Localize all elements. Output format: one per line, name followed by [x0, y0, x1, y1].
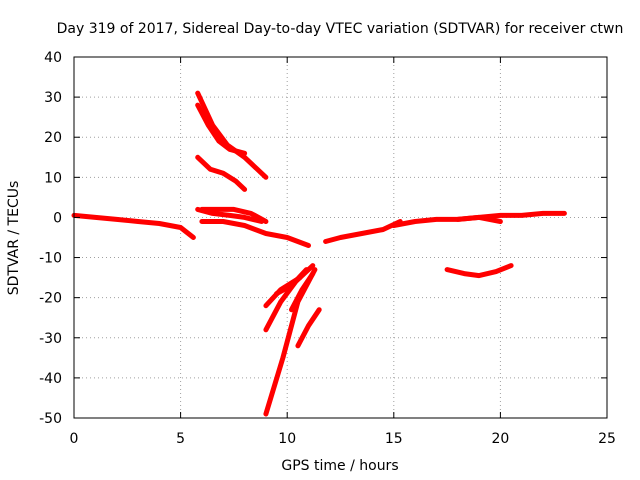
y-tick-label: -20: [39, 291, 62, 307]
x-axis-label: GPS time / hours: [281, 458, 398, 474]
series-arc-17: [455, 210, 567, 222]
y-tick-label: -50: [39, 411, 62, 427]
x-tick-label: 15: [385, 431, 403, 447]
x-tick-label: 0: [70, 431, 79, 447]
series-arc-12: [289, 271, 316, 313]
series-arc-7: [199, 219, 311, 248]
y-tick-label: 40: [44, 50, 62, 66]
plot-frame: [73, 56, 608, 419]
series-arc-11: [274, 267, 309, 297]
y-tick-label: 20: [44, 130, 62, 146]
y-tick-label: -30: [39, 331, 62, 347]
tick-layer: 0 5 10 15 20 25 40 30 20 10 0 -10 -20 -30 -40 -50: [39, 50, 616, 447]
series-arc-3: [195, 102, 248, 156]
y-tick-label: -10: [39, 251, 62, 267]
chart-title: Day 319 of 2017, Sidereal Day-to-day VTE…: [57, 21, 624, 37]
series-arc-14: [323, 219, 403, 244]
series-arc-1: [71, 212, 196, 240]
x-tick-label: 5: [176, 431, 185, 447]
x-tick-label: 25: [598, 431, 616, 447]
series-arc-16: [444, 263, 514, 279]
x-tick-label: 10: [278, 431, 296, 447]
y-tick-label: 10: [44, 170, 62, 186]
y-axis-label: SDTVAR / TECUs: [6, 181, 22, 296]
y-tick-label: 30: [44, 90, 62, 106]
series-arc-5: [195, 206, 265, 224]
series-arc-13: [295, 307, 322, 349]
y-tick-label: 0: [53, 210, 62, 226]
series-arc-6: [199, 206, 269, 224]
series-arc-4: [195, 154, 248, 192]
x-tick-label: 20: [491, 431, 509, 447]
series-layer: [71, 90, 567, 417]
y-tick-label: -40: [39, 371, 62, 387]
